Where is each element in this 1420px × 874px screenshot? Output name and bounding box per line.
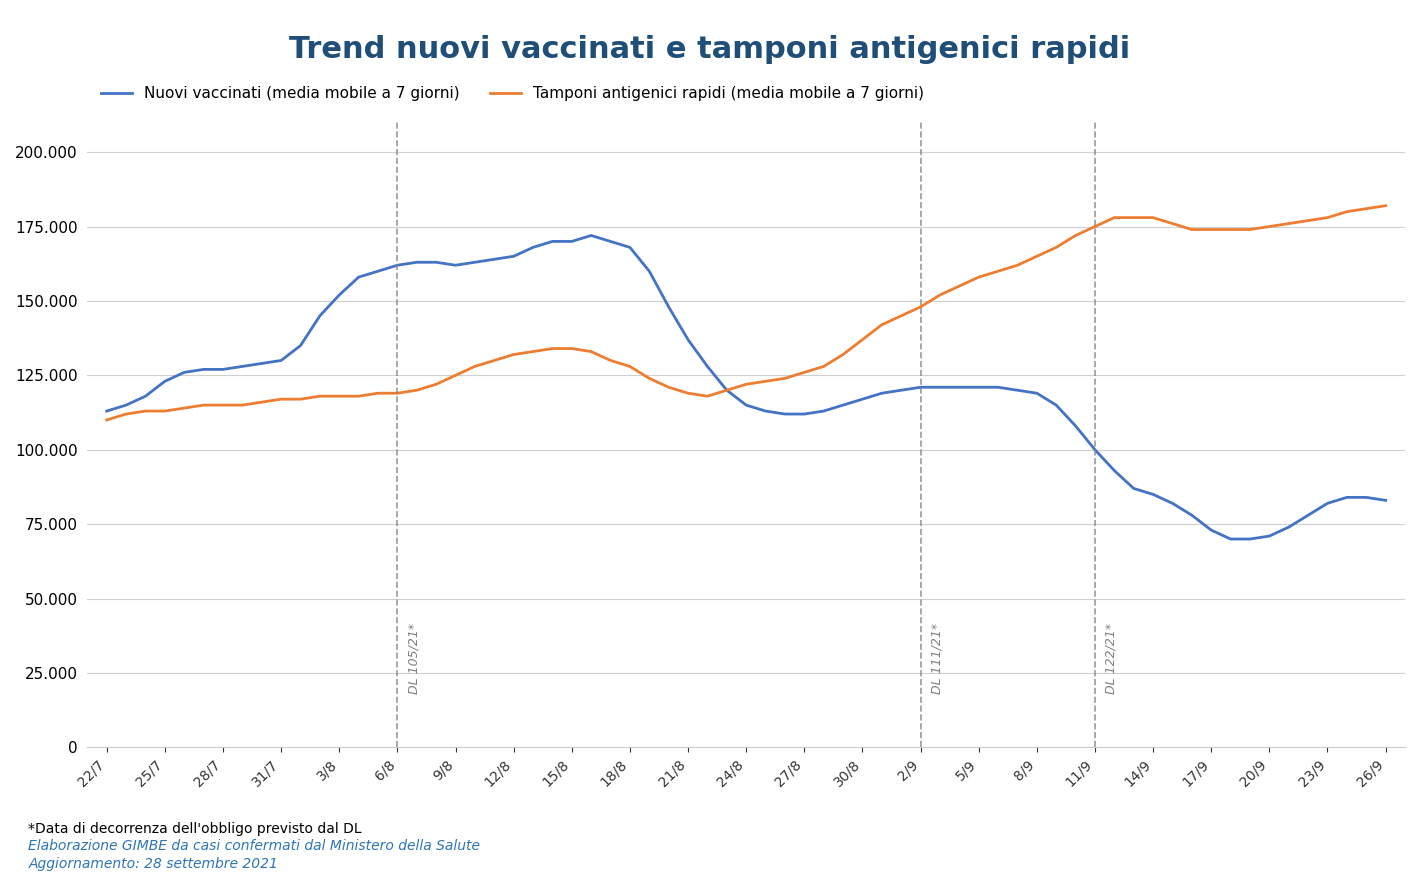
Nuovi vaccinati (media mobile a 7 giorni): [195, 364, 212, 375]
Nuovi vaccinati (media mobile a 7 giorni): [640, 266, 657, 276]
Line: Nuovi vaccinati (media mobile a 7 giorni): Nuovi vaccinati (media mobile a 7 giorni…: [106, 235, 1386, 539]
Nuovi vaccinati (media mobile a 7 giorni): [253, 358, 270, 369]
Text: Trend nuovi vaccinati e tamponi antigenici rapidi: Trend nuovi vaccinati e tamponi antigeni…: [290, 35, 1130, 64]
Nuovi vaccinati (media mobile a 7 giorni): [1299, 510, 1316, 521]
Line: Tamponi antigenici rapidi (media mobile a 7 giorni): Tamponi antigenici rapidi (media mobile …: [106, 205, 1386, 420]
Text: Elaborazione GIMBE da casi confermati dal Ministero della Salute: Elaborazione GIMBE da casi confermati da…: [28, 839, 480, 853]
Tamponi antigenici rapidi (media mobile a 7 giorni): [680, 388, 697, 399]
Text: *Data di decorrenza dell'obbligo previsto dal DL: *Data di decorrenza dell'obbligo previst…: [28, 822, 362, 836]
Nuovi vaccinati (media mobile a 7 giorni): [98, 406, 115, 416]
Tamponi antigenici rapidi (media mobile a 7 giorni): [389, 388, 406, 399]
Nuovi vaccinati (media mobile a 7 giorni): [1086, 445, 1103, 455]
Nuovi vaccinati (media mobile a 7 giorni): [582, 230, 599, 240]
Tamponi antigenici rapidi (media mobile a 7 giorni): [98, 415, 115, 426]
Tamponi antigenici rapidi (media mobile a 7 giorni): [1377, 200, 1394, 211]
Legend: Nuovi vaccinati (media mobile a 7 giorni), Tamponi antigenici rapidi (media mobi: Nuovi vaccinati (media mobile a 7 giorni…: [95, 80, 930, 108]
Text: Aggiornamento: 28 settembre 2021: Aggiornamento: 28 settembre 2021: [28, 857, 278, 871]
Tamponi antigenici rapidi (media mobile a 7 giorni): [622, 361, 639, 371]
Text: DL 105/21*: DL 105/21*: [408, 622, 420, 694]
Tamponi antigenici rapidi (media mobile a 7 giorni): [293, 394, 310, 405]
Text: DL 122/21*: DL 122/21*: [1105, 622, 1118, 694]
Nuovi vaccinati (media mobile a 7 giorni): [1377, 495, 1394, 505]
Tamponi antigenici rapidi (media mobile a 7 giorni): [1066, 230, 1083, 240]
Text: DL 111/21*: DL 111/21*: [930, 622, 943, 694]
Nuovi vaccinati (media mobile a 7 giorni): [699, 361, 716, 371]
Nuovi vaccinati (media mobile a 7 giorni): [1223, 534, 1240, 545]
Tamponi antigenici rapidi (media mobile a 7 giorni): [1299, 215, 1316, 225]
